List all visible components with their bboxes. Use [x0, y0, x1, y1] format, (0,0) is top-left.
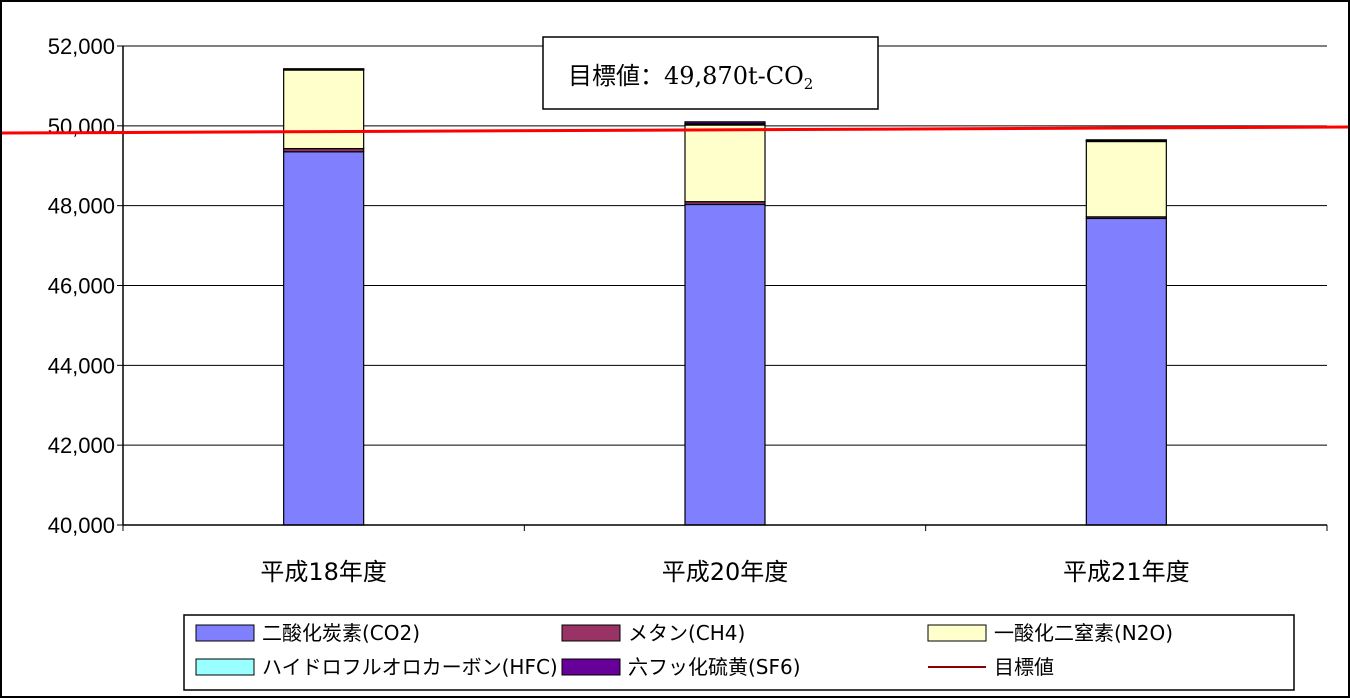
y-tick-label: 46,000: [48, 274, 115, 299]
annotation-text: 目標値：49,870t-CO2: [568, 62, 813, 93]
y-tick-label: 48,000: [48, 194, 115, 219]
bar-segment: [1085, 139, 1167, 142]
annotation-main: 目標値：49,870t-CO: [568, 62, 804, 90]
legend-swatch: [927, 624, 987, 642]
bars: [283, 68, 1167, 526]
bar-segment: [283, 151, 365, 526]
target-line: [1, 125, 1349, 135]
legend-label: 二酸化炭素(CO2): [262, 621, 420, 645]
x-axis-labels: 平成18年度 平成20年度 平成21年度: [260, 558, 1189, 586]
category-label: 平成20年度: [662, 558, 789, 586]
annotation-box: [542, 36, 879, 110]
legend-label: 一酸化二窒素(N2O): [994, 621, 1173, 645]
y-tick-label: 44,000: [48, 353, 115, 378]
bar-segment: [684, 121, 766, 125]
axes: [122, 46, 1328, 531]
target-line-stroke: [1, 125, 1349, 135]
y-tick-label: 50,000: [48, 114, 115, 139]
bar-segment: [684, 203, 766, 526]
bar-segment: [684, 124, 766, 203]
category-label: 平成21年度: [1063, 558, 1190, 586]
y-tick-label: 40,000: [48, 513, 115, 538]
target-annotation: 目標値：49,870t-CO2: [542, 36, 879, 110]
legend-swatch: [561, 624, 621, 642]
bar-segment: [283, 68, 365, 150]
legend-label: 六フッ化硫黄(SF6): [628, 655, 801, 679]
bar-segment: [1085, 140, 1167, 218]
legend-label: 目標値: [994, 655, 1054, 679]
bar-segment: [1085, 217, 1167, 526]
legend-label: メタン(CH4): [628, 621, 745, 645]
category-label: 平成18年度: [260, 558, 387, 586]
y-tick-label: 52,000: [48, 34, 115, 59]
y-tick-label: 42,000: [48, 433, 115, 458]
legend-swatch: [195, 624, 255, 642]
legend-swatch: [561, 658, 621, 676]
y-axis-ticks: 40,000 42,000 44,000 46,000 48,000 50,000 52,0…: [48, 34, 123, 538]
legend-swatch: [195, 658, 255, 676]
legend-box: [183, 614, 1295, 691]
annotation-subscript: 2: [804, 75, 814, 93]
legend-label: ハイドロフルオロカーボン(HFC): [262, 655, 558, 679]
bar-segment: [283, 68, 365, 71]
legend: 二酸化炭素(CO2) メタン(CH4) 一酸化二窒素(N2O) ハイドロフルオロカーボ…: [183, 614, 1295, 691]
